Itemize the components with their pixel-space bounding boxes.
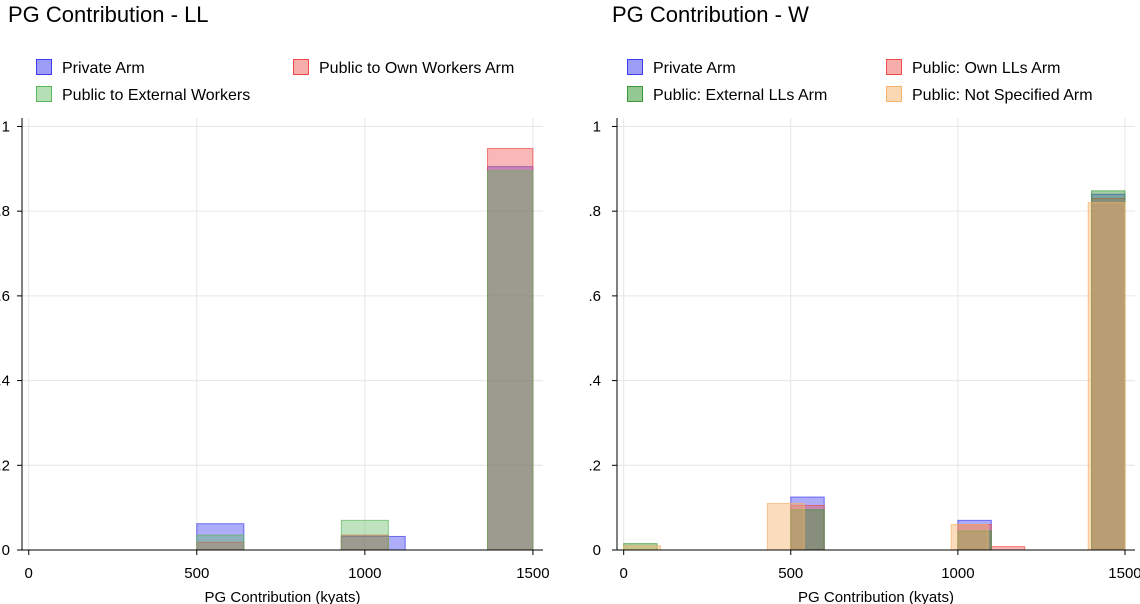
histogram-bar: [766, 502, 805, 551]
chart-panel-ll: PG Contribution - LL Private Arm Public …: [0, 2, 550, 604]
histogram-bar: [990, 546, 1026, 551]
legend-entry-public-not-specified: Public: Not Specified Arm: [886, 86, 1093, 105]
legend-swatch-icon: [293, 59, 309, 75]
histogram-bar: [1091, 190, 1126, 551]
legend-label: Public: External LLs Arm: [653, 87, 828, 104]
x-tick-label: 1000: [941, 565, 974, 582]
y-tick-label: .8: [588, 203, 601, 220]
chart-plot-w: 0 .2 .4 .6 .8 1 0 500 1000 1500 PG Contribution (k…: [588, 118, 1140, 604]
y-tick-label: .2: [588, 457, 601, 474]
legend-entry-private-arm: Private Arm: [627, 59, 736, 78]
histogram-bar: [623, 545, 661, 551]
x-axis-title: PG Contribution (kyats): [798, 589, 954, 604]
legend-swatch-icon: [886, 59, 902, 75]
legend-label: Private Arm: [62, 60, 145, 77]
chart-panel-w: PG Contribution - W Private Arm Public: …: [580, 0, 1140, 604]
x-tick-label: 0: [25, 565, 33, 582]
legend-label: Public: Own LLs Arm: [912, 60, 1061, 77]
x-tick-label: 1500: [516, 565, 549, 582]
x-tick-label: 1000: [348, 565, 381, 582]
histogram-bar: [1091, 197, 1126, 551]
chart-title: PG Contribution - LL: [8, 2, 209, 27]
legend-entry-public-own-workers: Public to Own Workers Arm: [293, 59, 514, 78]
chart-plot-ll: 0 .2 .4 .6 .8 1 0 500 1000 1500 PG Contribution (k…: [0, 118, 550, 604]
legend-label: Private Arm: [653, 60, 736, 77]
legend-swatch-icon: [36, 59, 52, 75]
y-tick-label: .6: [0, 288, 10, 305]
legend-swatch-icon: [36, 86, 52, 102]
histogram-bar: [340, 519, 389, 551]
x-tick-label: 500: [778, 565, 803, 582]
legend-swatch-icon: [627, 86, 643, 102]
y-tick-label: .6: [588, 288, 601, 305]
y-tick-label: 0: [593, 542, 601, 559]
histogram-bar: [487, 170, 534, 551]
x-tick-label: 0: [620, 565, 628, 582]
legend-entry-private-arm: Private Arm: [36, 59, 145, 78]
legend-label: Public to Own Workers Arm: [319, 60, 515, 77]
x-axis-title: PG Contribution (kyats): [205, 589, 361, 604]
x-tick-label: 500: [184, 565, 209, 582]
y-tick-label: .4: [588, 373, 601, 390]
legend-swatch-icon: [886, 86, 902, 102]
y-tick-label: .4: [0, 373, 10, 390]
chart-title: PG Contribution - W: [612, 2, 809, 27]
legend-label: Public: Not Specified Arm: [912, 87, 1093, 104]
legend-entry-public-external-workers: Public to External Workers: [36, 86, 250, 105]
x-tick-label: 1500: [1108, 565, 1140, 582]
legend-entry-public-own-lls: Public: Own LLs Arm: [886, 59, 1061, 78]
y-tick-label: 0: [2, 542, 10, 559]
y-tick-label: .8: [0, 203, 10, 220]
histogram-bar: [196, 534, 245, 551]
y-tick-label: 1: [2, 118, 10, 135]
y-tick-label: .2: [0, 457, 10, 474]
y-tick-label: 1: [593, 118, 601, 135]
legend-entry-public-external-lls: Public: External LLs Arm: [627, 86, 827, 105]
legend-swatch-icon: [627, 59, 643, 75]
histogram-bar: [950, 524, 989, 551]
legend-label: Public to External Workers: [62, 87, 251, 104]
histogram-bar: [1087, 202, 1126, 551]
histogram-bar: [957, 519, 992, 551]
